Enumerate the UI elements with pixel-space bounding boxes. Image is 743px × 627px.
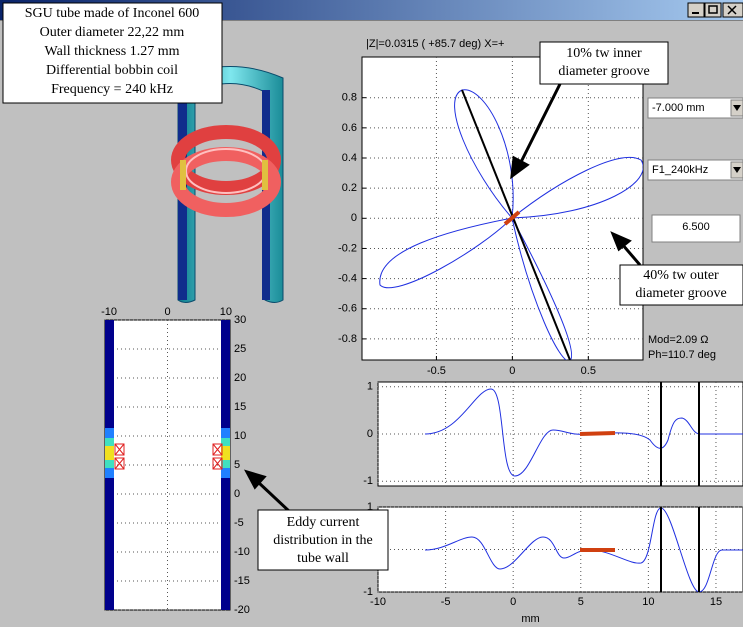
y-tick-label: -0.2 (338, 242, 357, 254)
y-tick-label: 0.2 (342, 182, 357, 194)
y-tick-label: 0.4 (342, 152, 357, 164)
x-tick-label: 0 (164, 306, 170, 318)
signal-axes (378, 382, 743, 486)
y-tick-label: -0.8 (338, 333, 357, 345)
y-tick-label: -0.6 (338, 303, 357, 315)
callout-line: Wall thickness 1.27 mm (45, 44, 180, 59)
y-tick-label: 20 (234, 372, 246, 384)
impedance-axes (362, 57, 643, 360)
signal-highlight (580, 433, 615, 434)
y-tick-label: 1 (367, 381, 373, 393)
y-tick-label: -5 (234, 517, 244, 529)
y-tick-label: 0 (351, 212, 357, 224)
position-value: -7.000 mm (652, 102, 705, 114)
y-tick-label: 15 (234, 401, 246, 413)
annotation-line: distribution in the (273, 533, 373, 548)
y-tick-label: 0 (234, 488, 240, 500)
y-tick-label: 30 (234, 314, 246, 326)
x-axis-label: mm (521, 613, 539, 625)
annotation-line: 40% tw outer (643, 268, 719, 283)
minimize-button[interactable] (688, 3, 704, 17)
x-tick-label: 15 (710, 596, 722, 608)
y-tick-label: -1 (363, 586, 373, 598)
y-tick-label: 10 (234, 430, 246, 442)
maximize-button[interactable] (705, 3, 721, 17)
y-tick-label: 25 (234, 343, 246, 355)
y-tick-label: 0.6 (342, 122, 357, 134)
x-tick-label: -5 (441, 596, 451, 608)
x-tick-label: 10 (220, 306, 232, 318)
x-tick-label: 0 (509, 365, 515, 377)
y-tick-label: -1 (363, 475, 373, 487)
annotation-line: diameter groove (558, 64, 649, 79)
annotation-line: diameter groove (635, 286, 726, 301)
annotation-line: 10% tw inner (566, 46, 642, 61)
y-tick-label: -10 (234, 546, 250, 558)
impedance-title: |Z|=0.0315 ( +85.7 deg) X=+ (366, 38, 504, 50)
frequency-value: F1_240kHz (652, 164, 708, 176)
x-tick-label: -10 (101, 306, 117, 318)
y-tick-label: 0.8 (342, 92, 357, 104)
edit-value: 6.500 (682, 221, 710, 233)
x-tick-label: 5 (578, 596, 584, 608)
y-tick-label: 5 (234, 459, 240, 471)
phase-readout: Ph=110.7 deg (648, 349, 716, 361)
annotation-line: tube wall (297, 551, 349, 566)
x-tick-label: -0.5 (427, 365, 446, 377)
y-tick-label: -15 (234, 575, 250, 587)
mod-readout: Mod=2.09 Ω (648, 334, 709, 346)
window-buttons[interactable] (688, 3, 743, 17)
y-tick-label: 0 (367, 428, 373, 440)
x-tick-label: 0 (510, 596, 516, 608)
annotation-line: Eddy current (287, 515, 360, 530)
x-tick-label: 0.5 (581, 365, 596, 377)
y-tick-label: -20 (234, 604, 250, 616)
callout-line: Differential bobbin coil (46, 63, 178, 78)
screenshot: SGU tube made of Inconel 600 Outer diamet… (0, 0, 743, 627)
y-tick-label: -0.4 (338, 273, 357, 285)
x-tick-label: 10 (642, 596, 654, 608)
callout-line: Outer diameter 22,22 mm (40, 25, 185, 40)
callout-line: SGU tube made of Inconel 600 (25, 6, 200, 21)
callout-line: Frequency = 240 kHz (51, 82, 173, 97)
